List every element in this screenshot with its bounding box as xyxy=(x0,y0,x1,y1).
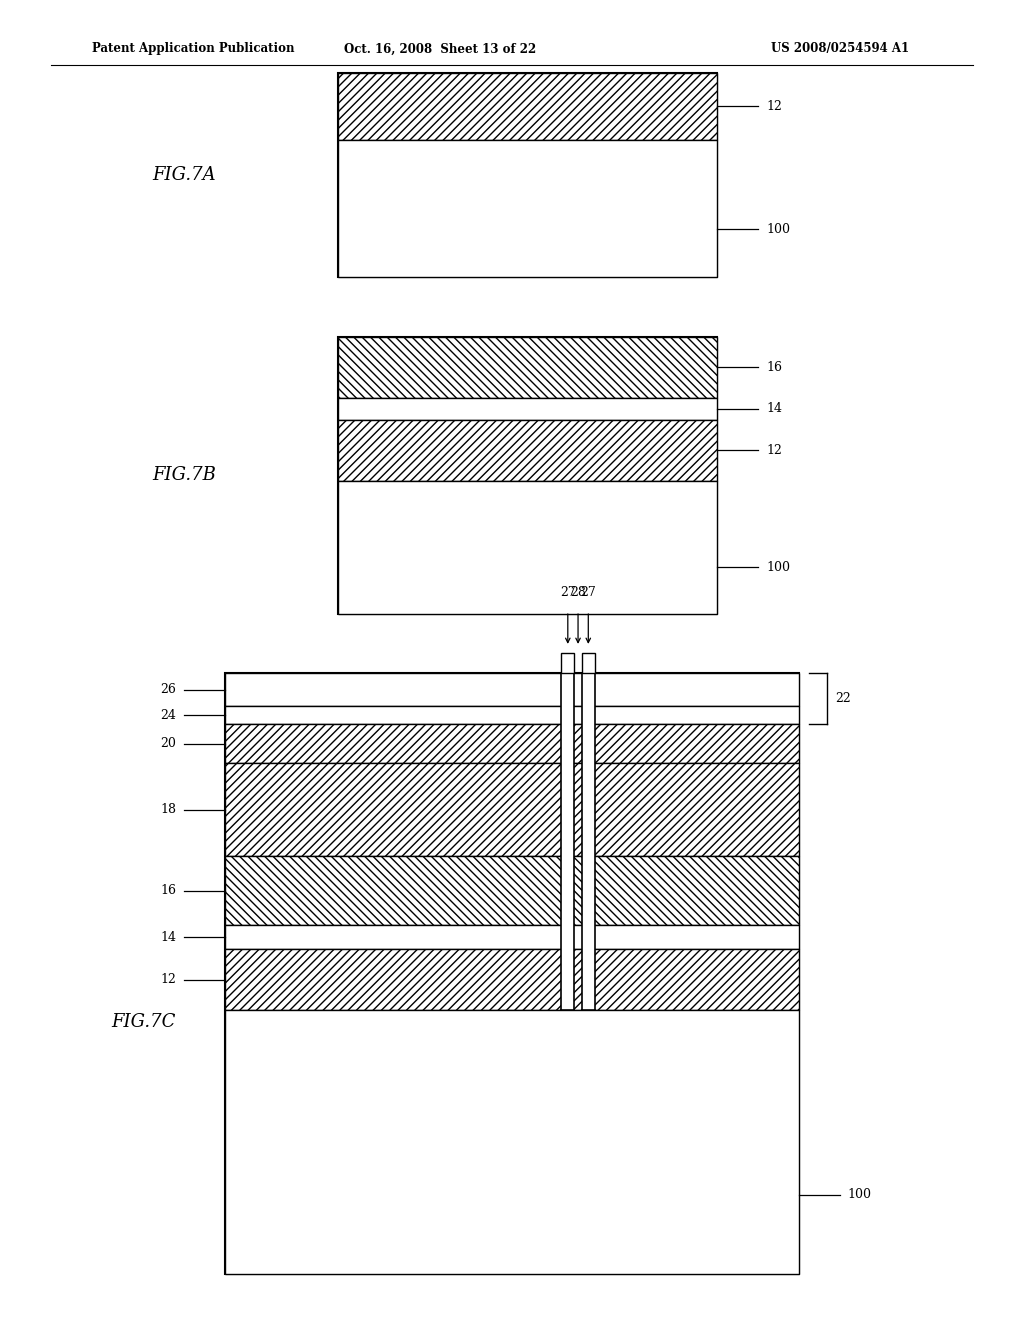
Bar xyxy=(338,73,717,140)
Bar xyxy=(561,653,574,673)
Text: Oct. 16, 2008  Sheet 13 of 22: Oct. 16, 2008 Sheet 13 of 22 xyxy=(344,42,537,55)
Bar xyxy=(225,763,799,857)
Text: 14: 14 xyxy=(766,403,782,416)
Text: 12: 12 xyxy=(766,444,782,457)
Text: 12: 12 xyxy=(766,100,782,112)
Text: FIG.7A: FIG.7A xyxy=(153,166,216,183)
Text: 16: 16 xyxy=(766,360,782,374)
Bar xyxy=(338,480,717,614)
Text: 100: 100 xyxy=(766,223,790,236)
Text: 20: 20 xyxy=(160,738,176,750)
Bar xyxy=(338,397,717,420)
Bar xyxy=(225,925,799,949)
Bar xyxy=(338,420,717,480)
Text: 24: 24 xyxy=(160,709,176,722)
Text: US 2008/0254594 A1: US 2008/0254594 A1 xyxy=(771,42,908,55)
Text: 16: 16 xyxy=(160,884,176,898)
Bar xyxy=(225,949,799,1010)
Bar xyxy=(225,706,799,725)
Bar xyxy=(338,337,717,614)
Bar xyxy=(338,337,717,397)
Text: Patent Application Publication: Patent Application Publication xyxy=(92,42,295,55)
Text: 100: 100 xyxy=(766,561,790,574)
Text: 100: 100 xyxy=(848,1188,871,1201)
Bar xyxy=(225,1010,799,1274)
Text: 18: 18 xyxy=(160,804,176,816)
Bar xyxy=(225,673,799,1274)
Bar xyxy=(225,857,799,925)
Bar xyxy=(582,653,595,673)
Text: FIG.7B: FIG.7B xyxy=(153,466,216,484)
Text: 26: 26 xyxy=(160,684,176,696)
Text: 14: 14 xyxy=(160,931,176,944)
Bar xyxy=(582,673,595,1010)
Text: 22: 22 xyxy=(836,692,851,705)
Text: FIG.7C: FIG.7C xyxy=(112,1012,175,1031)
Bar xyxy=(225,725,799,763)
Bar xyxy=(338,73,717,277)
Bar xyxy=(561,673,574,1010)
Text: 27: 27 xyxy=(581,586,596,599)
Bar xyxy=(338,140,717,277)
Text: 28: 28 xyxy=(570,586,586,599)
Text: 12: 12 xyxy=(160,973,176,986)
Bar xyxy=(225,673,799,706)
Text: 27: 27 xyxy=(560,586,575,599)
